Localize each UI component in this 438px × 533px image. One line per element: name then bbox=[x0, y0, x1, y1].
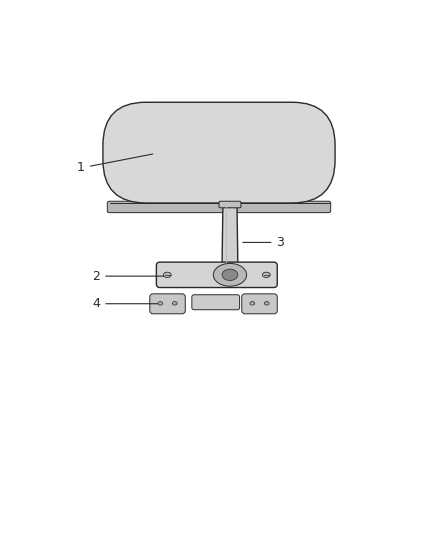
Text: 4: 4 bbox=[92, 297, 162, 310]
FancyBboxPatch shape bbox=[107, 201, 331, 213]
FancyBboxPatch shape bbox=[150, 294, 185, 314]
FancyBboxPatch shape bbox=[156, 262, 277, 287]
Ellipse shape bbox=[262, 272, 270, 278]
Text: 2: 2 bbox=[92, 270, 166, 282]
Ellipse shape bbox=[250, 302, 255, 305]
Ellipse shape bbox=[163, 272, 171, 278]
FancyBboxPatch shape bbox=[242, 294, 277, 314]
FancyBboxPatch shape bbox=[192, 295, 240, 310]
Ellipse shape bbox=[158, 302, 162, 305]
Ellipse shape bbox=[172, 302, 177, 305]
Polygon shape bbox=[222, 207, 238, 264]
Text: 1: 1 bbox=[77, 154, 153, 174]
Ellipse shape bbox=[265, 302, 269, 305]
Text: 3: 3 bbox=[243, 236, 284, 249]
FancyBboxPatch shape bbox=[103, 102, 335, 203]
Ellipse shape bbox=[213, 263, 247, 286]
FancyBboxPatch shape bbox=[219, 201, 241, 208]
Ellipse shape bbox=[222, 269, 238, 280]
